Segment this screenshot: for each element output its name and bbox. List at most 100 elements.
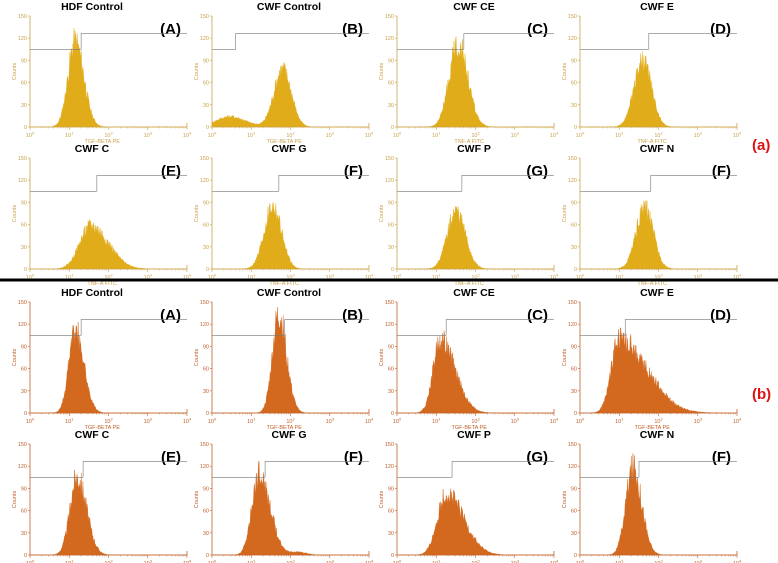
x-tick-label: 104 xyxy=(733,559,742,563)
x-tick-label: 100 xyxy=(208,273,217,282)
y-tick-label: 150 xyxy=(200,156,209,162)
y-tick-label: 60 xyxy=(388,509,394,515)
y-tick-label: 120 xyxy=(385,322,394,328)
x-tick-label: 102 xyxy=(104,417,113,426)
x-tick-label: 102 xyxy=(471,559,480,563)
gate-marker xyxy=(580,318,737,336)
x-tick-label: 104 xyxy=(733,131,742,140)
y-tick-label: 0 xyxy=(24,267,27,273)
y-tick-label: 150 xyxy=(200,300,209,306)
x-tick-label: 100 xyxy=(393,559,402,563)
x-tick-label: 103 xyxy=(511,131,520,140)
y-tick-label: 120 xyxy=(568,36,577,42)
x-tick-label: 103 xyxy=(326,559,335,563)
panel-title: HDF Control xyxy=(61,287,123,299)
panel-letter: (C) xyxy=(527,21,548,38)
y-tick-label: 120 xyxy=(18,178,27,184)
y-tick-label: 30 xyxy=(203,103,209,109)
x-tick-label: 102 xyxy=(471,273,480,282)
y-axis-label: Counts xyxy=(194,491,200,509)
y-tick-label: 90 xyxy=(571,58,577,64)
y-tick-label: 150 xyxy=(568,442,577,448)
y-tick-label: 90 xyxy=(571,486,577,492)
y-tick-label: 0 xyxy=(574,125,577,131)
x-tick-label: 101 xyxy=(247,273,256,282)
histogram-area xyxy=(580,200,737,270)
y-tick-label: 60 xyxy=(203,81,209,87)
panel-letter: (A) xyxy=(160,21,181,38)
panel-title: CWF C xyxy=(75,143,110,155)
x-tick-label: 101 xyxy=(247,131,256,140)
panel-letter: (E) xyxy=(161,163,181,180)
panel-title: CWF P xyxy=(457,429,491,441)
x-tick-label: 101 xyxy=(615,559,624,563)
gate-marker xyxy=(212,32,369,50)
x-tick-label: 100 xyxy=(26,559,35,563)
y-axis-label: Counts xyxy=(379,349,385,367)
y-tick-label: 150 xyxy=(385,14,394,20)
x-tick-label: 100 xyxy=(26,273,35,282)
y-axis-label: Counts xyxy=(194,63,200,81)
y-tick-label: 90 xyxy=(388,344,394,350)
panel-letter: (E) xyxy=(161,449,181,466)
x-tick-label: 100 xyxy=(393,273,402,282)
x-tick-label: 100 xyxy=(576,131,585,140)
y-tick-label: 120 xyxy=(568,178,577,184)
panel-title: CWF Control xyxy=(257,1,321,13)
gate-marker xyxy=(212,175,369,192)
panel-letter: (A) xyxy=(160,307,181,324)
gate-marker xyxy=(30,32,187,50)
x-axis-label: TNF-A FITC xyxy=(269,281,299,287)
x-tick-label: 103 xyxy=(326,273,335,282)
panel-7: CWF P (G) 0 30 60 90 120 150 100 101 102 103 104 TNF-… xyxy=(379,143,559,287)
panel-letter: (F) xyxy=(712,449,731,466)
x-tick-label: 102 xyxy=(286,131,295,140)
panel-2: CWF Control (B) 0 30 60 90 120 150 100 101 102 103 1… xyxy=(194,1,374,145)
panel-3: CWF CE (C) 0 30 60 90 120 150 100 101 102 103 104 TNF… xyxy=(379,1,559,145)
y-tick-label: 0 xyxy=(574,267,577,273)
x-tick-label: 103 xyxy=(694,417,703,426)
x-axis-label: TGF-BETA PE xyxy=(635,425,671,431)
y-axis-label: Counts xyxy=(562,63,568,81)
x-tick-label: 101 xyxy=(247,559,256,563)
x-tick-label: 104 xyxy=(550,417,559,426)
panel-title: CWF E xyxy=(640,1,674,13)
x-tick-label: 101 xyxy=(615,273,624,282)
y-tick-label: 150 xyxy=(18,14,27,20)
x-axis-label: TNF-A FITC xyxy=(87,281,117,287)
y-tick-label: 150 xyxy=(385,156,394,162)
y-tick-label: 120 xyxy=(385,36,394,42)
panel-letter: (C) xyxy=(527,307,548,324)
x-tick-label: 102 xyxy=(286,417,295,426)
y-tick-label: 30 xyxy=(571,245,577,251)
x-tick-label: 103 xyxy=(694,559,703,563)
y-tick-label: 30 xyxy=(21,245,27,251)
gate-marker xyxy=(30,175,187,192)
y-tick-label: 0 xyxy=(206,267,209,273)
y-tick-label: 30 xyxy=(203,531,209,537)
panel-title: CWF E xyxy=(640,287,674,299)
y-tick-label: 60 xyxy=(388,81,394,87)
gate-marker xyxy=(30,460,187,478)
y-tick-label: 0 xyxy=(206,553,209,559)
y-tick-label: 150 xyxy=(200,14,209,20)
panel-11: CWF CE (C) 0 30 60 90 120 150 100 101 102 103 104 TGF… xyxy=(379,287,559,431)
y-tick-label: 90 xyxy=(388,486,394,492)
y-axis-label: Counts xyxy=(194,205,200,223)
y-tick-label: 30 xyxy=(21,389,27,395)
x-tick-label: 100 xyxy=(26,131,35,140)
y-tick-label: 150 xyxy=(568,300,577,306)
y-tick-label: 30 xyxy=(21,103,27,109)
y-tick-label: 30 xyxy=(388,531,394,537)
y-tick-label: 0 xyxy=(574,553,577,559)
x-tick-label: 104 xyxy=(733,273,742,282)
y-tick-label: 120 xyxy=(18,322,27,328)
y-tick-label: 120 xyxy=(200,36,209,42)
group-label-b: (b) xyxy=(752,386,771,403)
y-axis-label: Counts xyxy=(379,63,385,81)
y-tick-label: 60 xyxy=(203,367,209,373)
y-tick-label: 30 xyxy=(388,389,394,395)
panel-letter: (B) xyxy=(342,21,363,38)
y-tick-label: 90 xyxy=(571,344,577,350)
